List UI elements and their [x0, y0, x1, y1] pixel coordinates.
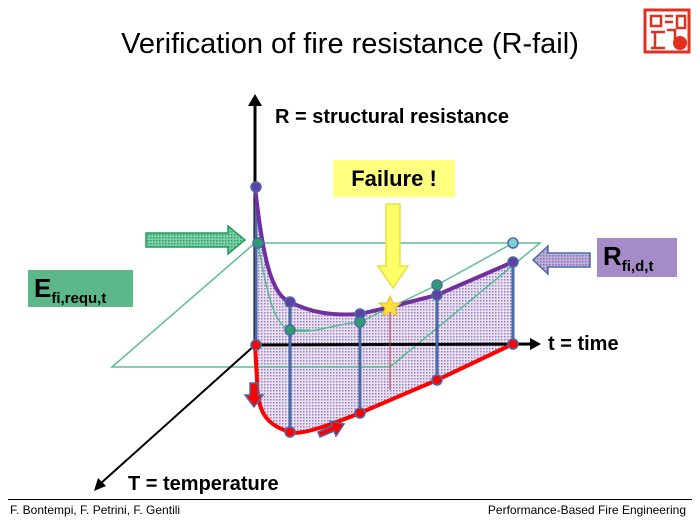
- failure-label: Failure !: [351, 166, 437, 191]
- e-label-box: Efi,requ,t: [28, 270, 133, 307]
- failure-box: [333, 160, 455, 197]
- temperature-points: [250, 338, 519, 438]
- slide-title: Verification of fire resistance (R-fail): [121, 28, 579, 60]
- footer-course: Performance-Based Fire Engineering: [487, 503, 686, 517]
- r-label-box: Rfi,d,t: [597, 238, 677, 277]
- r-label-main: R: [603, 241, 622, 271]
- time-section-lines: [254, 187, 515, 432]
- temperature-axis: [94, 344, 256, 491]
- t-axis-label: t = time: [548, 333, 619, 355]
- failure-arrow-icon: [376, 203, 410, 290]
- diagram: [94, 94, 591, 491]
- temperature-axis-label: T = temperature: [128, 473, 279, 495]
- r-axis-label: R = structural resistance: [275, 106, 509, 128]
- r-label-sub: fi,d,t: [621, 258, 654, 275]
- resistance-arrow-icon: [531, 244, 591, 276]
- seal-logo: [643, 8, 691, 54]
- temperature-right-arrow-icon: [317, 419, 346, 438]
- demand-points: [252, 237, 519, 336]
- footer-divider: [8, 499, 692, 500]
- failure-star-icon: [377, 294, 403, 318]
- resistance-points: [250, 181, 519, 320]
- footer-authors: F. Bontempi, F. Petrini, F. Gentili: [10, 503, 181, 517]
- temperature-down-arrow-icon: [243, 382, 265, 409]
- e-label-main: E: [34, 273, 52, 303]
- demand-arrow-icon: [145, 224, 247, 256]
- e-label-sub: fi,requ,t: [51, 290, 107, 307]
- t-axis: [254, 338, 541, 350]
